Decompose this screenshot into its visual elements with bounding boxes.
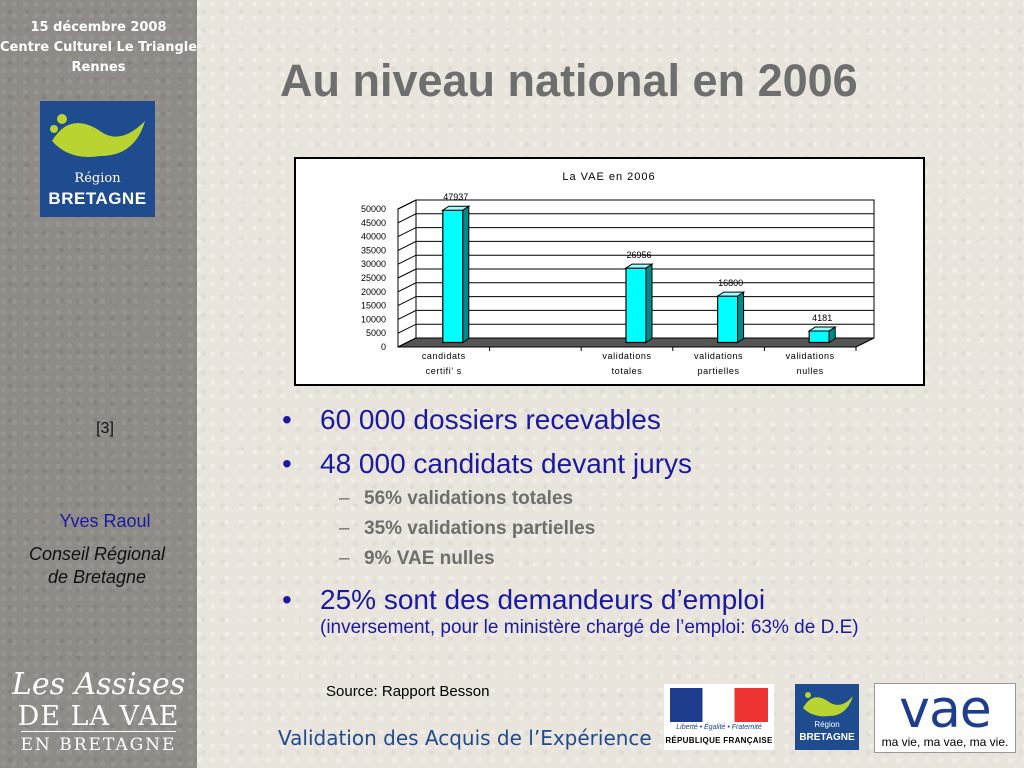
event-info: 15 décembre 2008 Centre Culturel Le Tria… xyxy=(0,18,197,78)
dash-glyph: – xyxy=(339,488,350,509)
assises-line-2: DE LA VAE xyxy=(17,701,180,732)
logo-region-text: Région xyxy=(74,171,121,186)
sub-bullet-text: 9% VAE nulles xyxy=(364,548,495,569)
region-bretagne-emblem xyxy=(50,114,145,157)
y-tick-label: 0 xyxy=(381,342,386,352)
rf-motto: Liberté • Égalité • Fraternité xyxy=(676,724,762,731)
x-tick-label: candidats xyxy=(422,351,466,361)
data-label: 4181 xyxy=(812,313,832,323)
region-bretagne-small-emblem xyxy=(803,692,853,717)
author-name: Yves Raoul xyxy=(59,511,151,531)
event-date: 15 décembre 2008 xyxy=(30,20,167,35)
y-tick-label: 30000 xyxy=(361,259,386,269)
x-tick-label: validations xyxy=(694,351,743,361)
x-tick-label: validations xyxy=(786,351,835,361)
y-tick-label: 35000 xyxy=(361,245,386,255)
org-line-2: de Bretagne xyxy=(47,567,147,587)
bullet-item: • 25% sont des demandeurs d’emploi (inve… xyxy=(282,584,1002,640)
bar-top xyxy=(807,326,837,332)
sub-bullet-item: – 9% VAE nulles xyxy=(282,548,1002,570)
org-line-1: Conseil Régional xyxy=(28,544,166,564)
republique-francaise-logo: Liberté • Égalité • Fraternité RÉPUBLIQU… xyxy=(664,684,774,750)
y-tick-label: 45000 xyxy=(361,218,386,228)
footer-tagline: Validation des Acquis de l’Expérience xyxy=(278,726,652,750)
rf-name: RÉPUBLIQUE FRANÇAISE xyxy=(665,736,773,745)
x-tick-label: certifi' s xyxy=(426,366,462,376)
bullet-item: • 48 000 candidats devant jurys xyxy=(282,448,1002,480)
y-tick-label: 40000 xyxy=(361,232,386,242)
x-tick-label: validations xyxy=(602,351,651,361)
bar-top xyxy=(441,205,471,211)
sub-bullet-item: – 35% validations partielles xyxy=(282,518,1002,540)
page-number: [3] xyxy=(96,420,114,437)
y-tick-label: 15000 xyxy=(361,301,386,311)
data-label: 47937 xyxy=(443,192,468,202)
gridline xyxy=(397,268,874,279)
bullet-list: • 60 000 dossiers recevables • 48 000 ca… xyxy=(282,404,1002,652)
bar-side xyxy=(645,263,653,344)
assises-line-1: Les Assises xyxy=(11,667,186,702)
vae-slogan: ma vie, ma vae, ma vie. xyxy=(881,735,1009,749)
bar-top xyxy=(715,291,746,297)
x-tick-label: nulles xyxy=(797,366,824,376)
bullet-text: 25% sont des demandeurs d’emploi xyxy=(320,584,766,615)
event-city: Rennes xyxy=(71,60,126,75)
small-logo-bretagne: BRETAGNE xyxy=(799,732,855,743)
bar xyxy=(625,267,647,344)
data-label: 26956 xyxy=(626,250,651,260)
bullet-text: 48 000 candidats devant jurys xyxy=(320,448,693,479)
tricolor-flag-icon xyxy=(670,688,768,722)
bar-side xyxy=(737,291,745,344)
page-title: Au niveau national en 2006 xyxy=(280,55,858,106)
bar xyxy=(442,209,464,344)
bullet-glyph: • xyxy=(282,448,292,479)
bullet-text: 60 000 dossiers recevables xyxy=(320,404,661,435)
y-tick-label: 20000 xyxy=(361,287,386,297)
source-note: Source: Rapport Besson xyxy=(326,683,490,700)
gridline xyxy=(397,254,874,265)
gridline xyxy=(397,227,874,238)
bullet-glyph: • xyxy=(282,584,292,615)
sub-bullet-item: – 56% validations totales xyxy=(282,488,1002,510)
bullet-glyph: • xyxy=(282,404,292,435)
gridline xyxy=(397,199,874,210)
bar xyxy=(808,330,830,344)
bullet-subtext: (inversement, pour le ministère chargé d… xyxy=(320,617,859,638)
gridline xyxy=(397,213,874,224)
assises-logo: Les Assises DE LA VAE EN BRETAGNE xyxy=(0,668,197,756)
region-bretagne-logo: Région BRETAGNE xyxy=(40,101,155,217)
bar-side xyxy=(462,205,470,344)
bar xyxy=(717,295,739,344)
chart-container: La VAE en 2006 0 5000 10000 15000 20000 25000 3… xyxy=(294,157,925,386)
gridline xyxy=(397,240,874,251)
bar-chart: La VAE en 2006 0 5000 10000 15000 20000 25000 3… xyxy=(361,171,875,376)
x-tick-label: partielles xyxy=(698,366,740,376)
author-organization: Conseil Régional de Bretagne xyxy=(0,543,194,589)
assises-line-3: EN BRETAGNE xyxy=(20,731,177,756)
sub-bullet-text: 35% validations partielles xyxy=(364,518,596,539)
x-tick-label: totales xyxy=(612,366,643,376)
bullet-item: • 60 000 dossiers recevables xyxy=(282,404,1002,436)
gridline xyxy=(397,282,874,293)
chart-title: La VAE en 2006 xyxy=(562,171,655,183)
sub-bullet-text: 56% validations totales xyxy=(364,488,574,509)
data-label: 16800 xyxy=(718,278,743,288)
y-tick-label: 10000 xyxy=(361,314,386,324)
small-logo-region: Région xyxy=(814,720,840,729)
vae-logo-letters: vae xyxy=(899,680,992,740)
y-tick-label: 5000 xyxy=(366,328,386,338)
dash-glyph: – xyxy=(339,548,350,569)
y-tick-label: 25000 xyxy=(361,273,386,283)
y-tick-label: 50000 xyxy=(361,204,386,214)
dash-glyph: – xyxy=(339,518,350,539)
event-venue: Centre Culturel Le Triangle xyxy=(0,40,198,55)
sidebar: 15 décembre 2008 Centre Culturel Le Tria… xyxy=(0,0,197,768)
region-bretagne-small-logo: Région BRETAGNE xyxy=(795,684,859,750)
bar-top xyxy=(624,263,654,269)
vae-logo: vae ma vie, ma vae, ma vie. xyxy=(874,680,1016,753)
logo-bretagne-text: BRETAGNE xyxy=(48,189,147,208)
